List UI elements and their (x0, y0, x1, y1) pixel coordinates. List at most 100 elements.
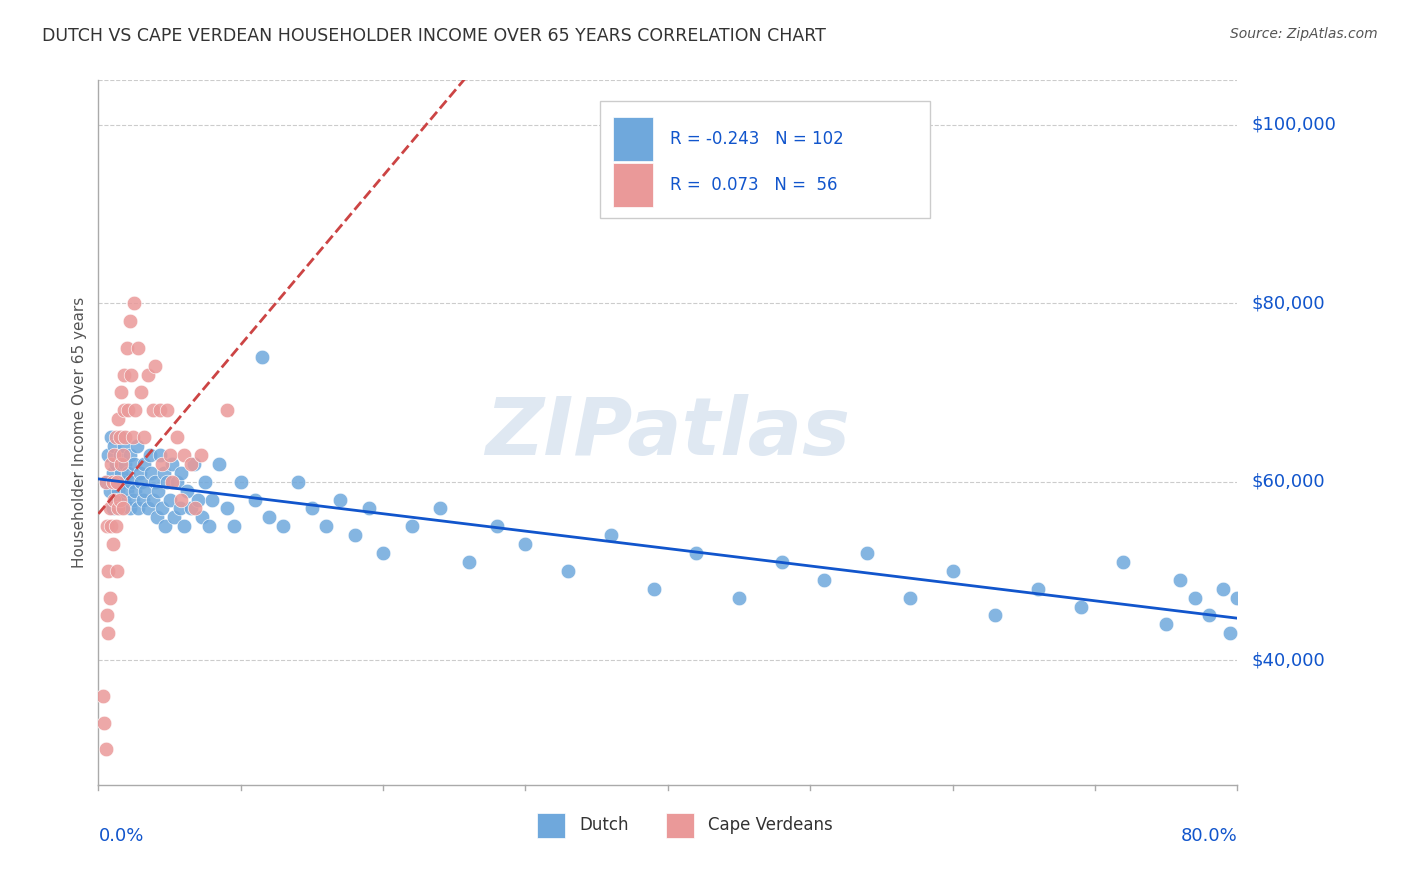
Point (114, 430, 136, 444)
Point (136, 368, 159, 382)
Point (1026, 582, 1049, 596)
Point (198, 519, 221, 533)
Point (98, 483, 121, 498)
Point (183, 457, 205, 471)
Point (111, 501, 134, 516)
Point (129, 475, 152, 489)
Point (96, 519, 118, 533)
Point (152, 501, 174, 516)
Point (149, 448, 172, 462)
Point (100, 519, 122, 533)
Point (132, 457, 155, 471)
Point (685, 546, 707, 560)
Point (121, 492, 143, 507)
Text: $40,000: $40,000 (1251, 651, 1324, 669)
Point (1226, 591, 1249, 605)
Point (101, 537, 124, 551)
Point (942, 564, 965, 578)
Point (101, 501, 124, 516)
Point (457, 555, 479, 569)
Point (194, 475, 217, 489)
Point (114, 457, 136, 471)
Point (180, 457, 202, 471)
Text: 0.0%: 0.0% (98, 827, 143, 846)
Point (105, 564, 128, 578)
Point (557, 564, 579, 578)
Point (100, 430, 122, 444)
Point (139, 466, 162, 480)
Point (215, 501, 238, 516)
Point (107, 412, 129, 426)
Point (112, 439, 135, 453)
Point (97, 448, 120, 462)
Point (120, 368, 142, 382)
Point (169, 501, 191, 516)
Point (187, 492, 209, 507)
Point (105, 475, 128, 489)
Point (141, 403, 163, 417)
Text: $60,000: $60,000 (1251, 473, 1324, 491)
Point (118, 501, 141, 516)
Point (145, 475, 167, 489)
Point (170, 492, 193, 507)
Point (159, 448, 181, 462)
Point (984, 608, 1007, 623)
Text: DUTCH VS CAPE VERDEAN HOUSEHOLDER INCOME OVER 65 YEARS CORRELATION CHART: DUTCH VS CAPE VERDEAN HOUSEHOLDER INCOME… (42, 27, 827, 45)
Point (97, 626, 120, 640)
Point (153, 466, 176, 480)
Point (184, 501, 207, 516)
Point (401, 519, 423, 533)
Point (343, 528, 366, 542)
Point (105, 475, 128, 489)
Point (103, 492, 125, 507)
Point (97, 564, 120, 578)
Point (111, 448, 134, 462)
Point (127, 501, 149, 516)
Point (101, 475, 124, 489)
Point (149, 403, 172, 417)
Point (115, 341, 138, 355)
Point (643, 582, 665, 596)
Point (129, 385, 152, 400)
Point (229, 475, 252, 489)
Bar (665, 814, 695, 838)
Point (329, 492, 352, 507)
Point (107, 483, 129, 498)
Point (1198, 608, 1220, 623)
Point (173, 448, 195, 462)
Point (125, 439, 148, 453)
Point (98, 591, 121, 605)
Point (176, 483, 198, 498)
Point (112, 492, 135, 507)
Point (110, 466, 132, 480)
Point (357, 501, 380, 516)
Point (250, 350, 273, 364)
Point (127, 341, 149, 355)
Point (813, 573, 835, 587)
Text: R =  0.073   N =  56: R = 0.073 N = 56 (671, 176, 838, 194)
Point (94, 475, 117, 489)
Point (132, 430, 155, 444)
Text: 80.0%: 80.0% (1181, 827, 1237, 846)
Point (156, 475, 179, 489)
Point (110, 457, 132, 471)
Point (1170, 573, 1192, 587)
Point (486, 519, 509, 533)
Point (180, 501, 202, 516)
Bar (537, 814, 565, 838)
Y-axis label: Householder Income Over 65 years: Householder Income Over 65 years (72, 297, 87, 568)
Point (141, 492, 163, 507)
Point (770, 555, 793, 569)
Point (222, 519, 245, 533)
Point (118, 448, 141, 462)
Point (112, 403, 135, 417)
Point (190, 448, 212, 462)
Point (103, 439, 125, 453)
Point (107, 501, 129, 516)
Bar (613, 117, 652, 161)
Point (243, 492, 266, 507)
Point (287, 475, 309, 489)
Point (191, 510, 214, 524)
Point (136, 501, 159, 516)
Point (117, 403, 139, 417)
